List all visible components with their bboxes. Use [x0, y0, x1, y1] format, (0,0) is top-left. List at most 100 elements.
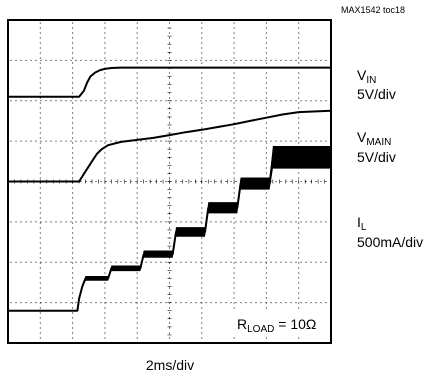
grid-dot	[60, 100, 62, 102]
grid-dot	[104, 332, 106, 334]
grid-dot	[169, 242, 170, 244]
grid-dot	[20, 302, 22, 304]
grid-dot	[201, 152, 203, 154]
grid-dot	[135, 181, 137, 182]
grid-dot	[250, 221, 252, 223]
grid-dot	[60, 140, 62, 142]
grid-dot	[39, 137, 41, 139]
grid-dot	[15, 59, 17, 61]
grid-dot	[265, 162, 267, 164]
grid-dot	[298, 222, 300, 224]
grid-dot	[210, 261, 212, 263]
grid-dot	[30, 261, 32, 263]
grid-dot	[135, 261, 137, 263]
grid-dot	[45, 302, 47, 304]
grid-dot	[280, 302, 282, 304]
grid-dot	[265, 217, 267, 219]
grid-dot	[210, 221, 212, 223]
grid-dot	[295, 221, 297, 223]
grid-dot	[201, 122, 203, 124]
grid-dot	[169, 247, 170, 249]
grid-dot	[39, 337, 41, 339]
grid-dot	[201, 132, 203, 134]
grid-dot	[265, 107, 267, 109]
grid-dot	[39, 167, 41, 169]
grid-dot	[233, 87, 235, 89]
grid-dot	[310, 181, 312, 182]
grid-dot	[72, 142, 74, 144]
grid-dot	[39, 87, 41, 89]
grid-dot	[104, 162, 106, 164]
grid-dot	[298, 92, 300, 94]
grid-dot	[265, 242, 267, 244]
grid-dot	[39, 287, 41, 289]
grid-dot	[60, 261, 62, 263]
grid-dot	[270, 221, 272, 223]
grid-dot	[39, 272, 41, 274]
grid-dot	[39, 277, 41, 279]
grid-dot	[136, 227, 138, 229]
grid-dot	[310, 261, 312, 263]
grid-dot	[201, 97, 203, 99]
grid-dot	[265, 77, 267, 79]
grid-dot	[169, 87, 170, 89]
grid-dot	[45, 100, 47, 102]
grid-dot	[30, 140, 32, 142]
grid-dot	[40, 59, 42, 61]
grid-dot	[300, 140, 302, 142]
grid-dot	[201, 317, 203, 319]
grid-dot	[39, 117, 41, 119]
grid-dot	[39, 27, 41, 29]
grid-dot	[233, 162, 235, 164]
grid-dot	[72, 202, 74, 204]
grid-dot	[265, 261, 267, 263]
grid-dot	[169, 142, 170, 144]
grid-dot	[90, 100, 92, 102]
grid-dot	[240, 261, 242, 263]
grid-dot	[110, 100, 112, 102]
grid-dot	[195, 100, 197, 102]
grid-dot	[125, 302, 127, 304]
grid-dot	[10, 302, 12, 304]
grid-dot	[72, 302, 74, 304]
grid-dot	[100, 181, 102, 182]
grid-dot	[320, 302, 322, 304]
grid-dot	[80, 59, 82, 61]
grid-dot	[240, 140, 242, 142]
grid-dot	[295, 140, 297, 142]
grid-dot	[72, 307, 74, 309]
grid-dot	[233, 227, 235, 229]
grid-dot	[265, 287, 267, 289]
grid-dot	[10, 140, 12, 142]
grid-dot	[135, 100, 137, 102]
grid-dot	[205, 59, 207, 61]
grid-dot	[55, 302, 57, 304]
grid-dot	[195, 59, 197, 61]
grid-dot	[205, 261, 207, 263]
grid-dot	[39, 37, 41, 39]
grid-dot	[20, 100, 22, 102]
grid-dot	[39, 127, 41, 129]
grid-dot	[215, 100, 217, 102]
grid-dot	[235, 100, 237, 102]
grid-dot	[298, 292, 300, 294]
grid-dot	[104, 127, 106, 129]
grid-dot	[39, 227, 41, 229]
grid-dot	[72, 122, 74, 124]
grid-dot	[130, 100, 132, 102]
grid-dot	[233, 57, 235, 59]
grid-dot	[75, 221, 77, 223]
grid-dot	[105, 140, 107, 142]
grid-dot	[72, 272, 74, 274]
grid-dot	[100, 261, 102, 263]
grid-dot	[210, 140, 212, 142]
grid-dot	[265, 82, 267, 84]
grid-dot	[201, 262, 203, 264]
grid-dot	[39, 262, 41, 264]
grid-dot	[201, 157, 203, 159]
grid-dot	[169, 147, 170, 149]
grid-dot	[298, 22, 300, 24]
grid-dot	[233, 267, 235, 269]
grid-dot	[275, 181, 277, 182]
vmain-scale: 5V/div	[357, 149, 396, 165]
